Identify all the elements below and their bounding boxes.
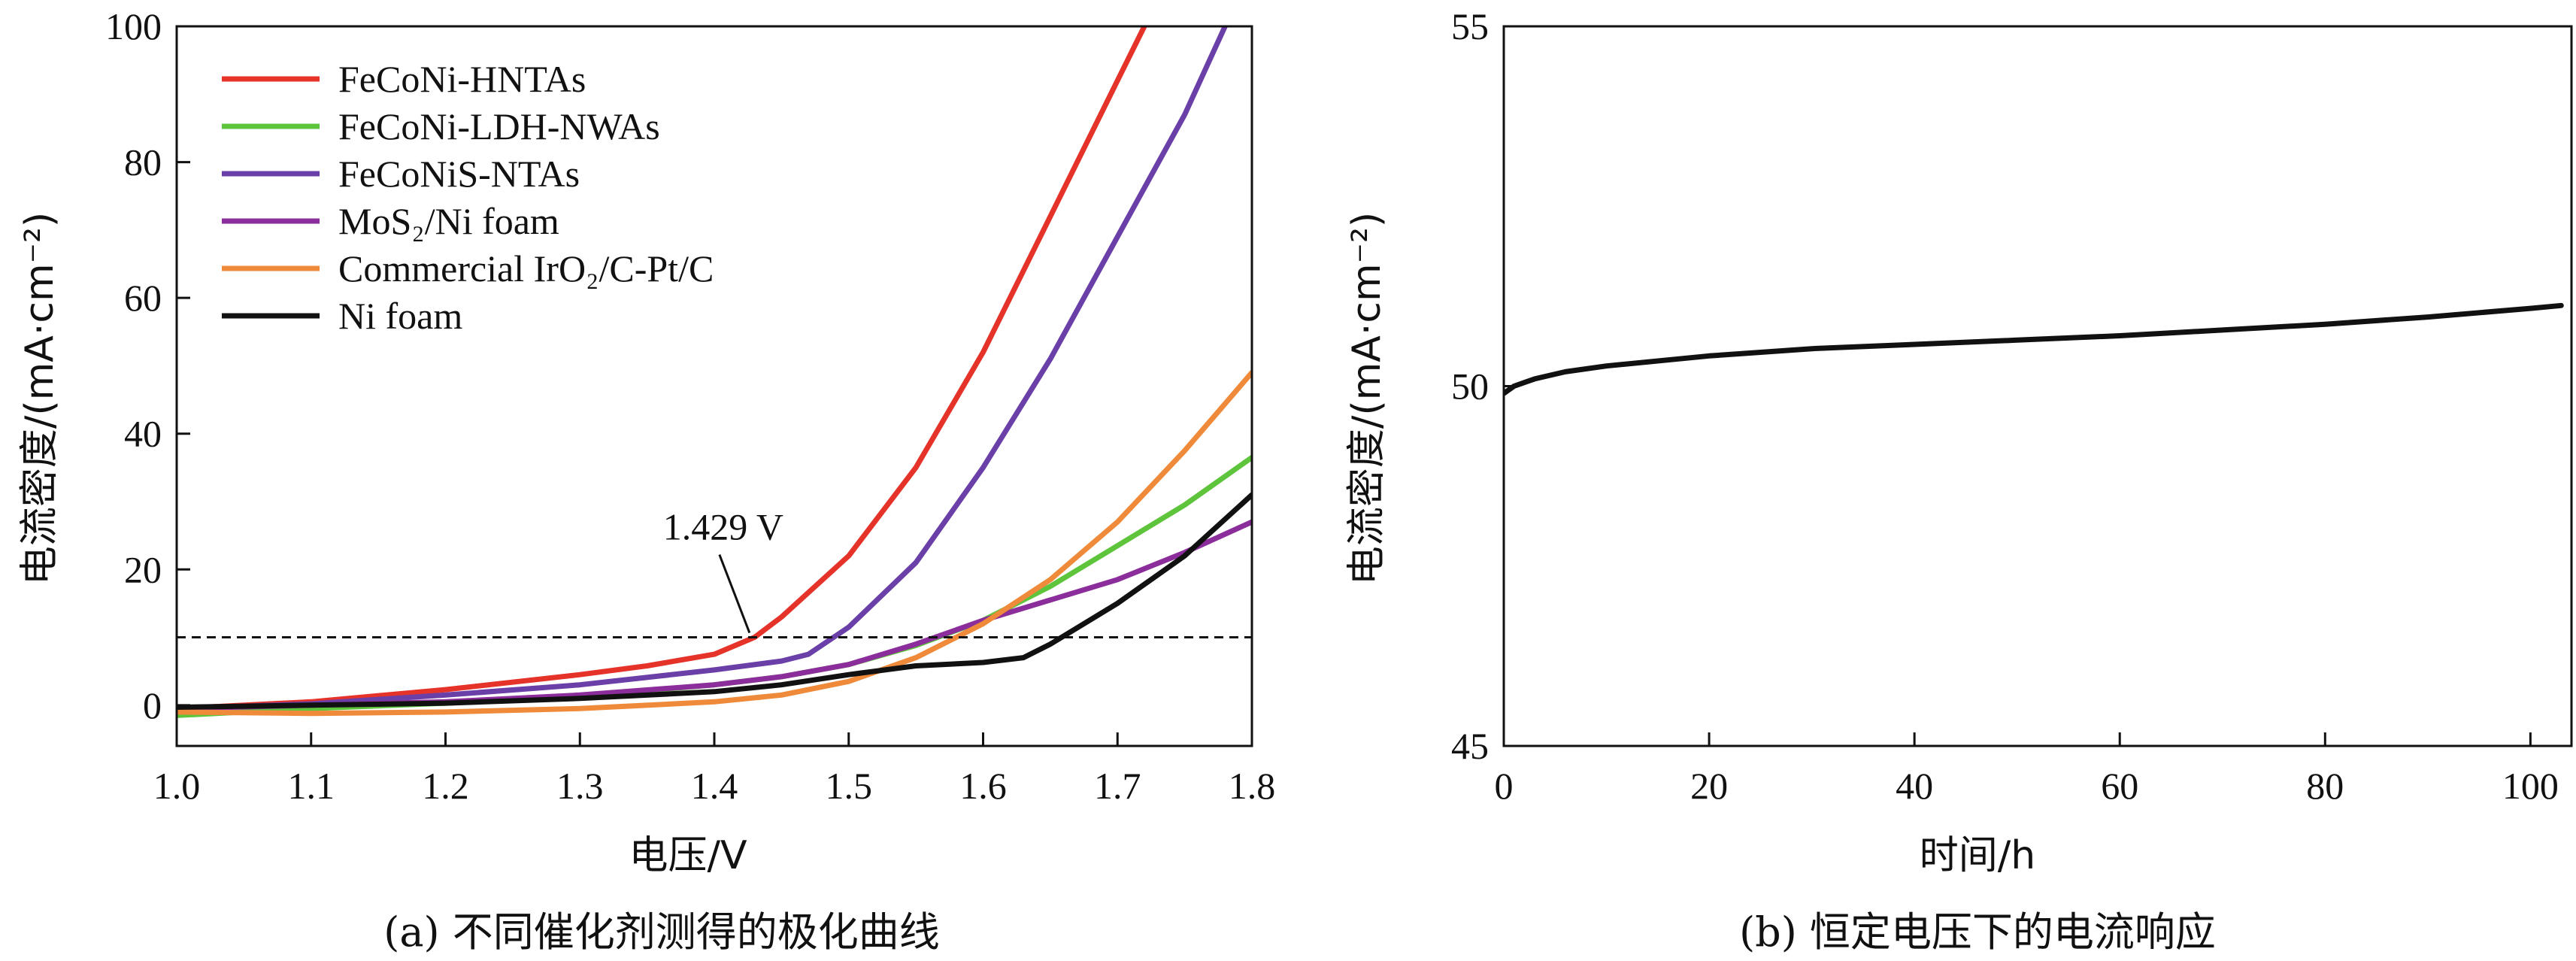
legend-label: Commercial IrO₂/C-Pt/C [338, 247, 714, 290]
panel-b-caption: (b) 恒定电压下的电流响应 [1739, 908, 2216, 956]
panel-b-plot-frame [1502, 25, 2573, 747]
x-tick-label: 100 [2502, 765, 2559, 807]
series-line-4 [177, 369, 1252, 717]
y-tick-label: 55 [1451, 5, 1489, 47]
legend-label: MoS₂/Ni foam [338, 200, 559, 242]
legend-label: Ni foam [338, 295, 462, 337]
x-tick-label: 20 [1690, 765, 1728, 807]
x-tick-label: 1.4 [691, 765, 738, 807]
panel-a-series-group [177, 26, 1252, 718]
x-tick-label: 1.0 [153, 765, 201, 807]
y-tick-label: 100 [105, 5, 162, 47]
x-tick-label: 1.8 [1229, 765, 1276, 807]
y-tick-label: 60 [124, 277, 162, 319]
legend-label: FeCoNiS-NTAs [338, 153, 580, 195]
panel-b-y-axis-label: 电流密度/(mA·cm⁻²) [1344, 212, 1390, 585]
panel-a-x-axis: 1.0 1.1 1.2 1.3 1.4 1.5 1.6 1.7 1.8 [153, 732, 1276, 807]
panel-b-x-axis: 0 20 40 60 80 100 [1495, 732, 2559, 807]
series-line-2 [177, 26, 1228, 711]
x-tick-label: 80 [2306, 765, 2344, 807]
series-line-0 [1504, 302, 2564, 396]
panel-a-y-axis-label: 电流密度/(mA·cm⁻²) [17, 212, 62, 585]
series-line-0 [177, 26, 1147, 711]
annotation-label: 1.429 V [663, 506, 783, 548]
series-line-3 [177, 519, 1252, 711]
x-tick-label: 1.7 [1094, 765, 1141, 807]
x-tick-label: 1.6 [959, 765, 1007, 807]
x-tick-label: 40 [1896, 765, 1933, 807]
legend-label: FeCoNi-HNTAs [338, 58, 586, 100]
y-tick-label: 50 [1451, 365, 1489, 408]
x-tick-label: 0 [1495, 765, 1514, 807]
y-tick-label: 45 [1451, 725, 1489, 767]
panel-b-y-axis: 45 50 55 [1451, 5, 1517, 767]
x-tick-label: 1.1 [288, 765, 335, 807]
annotation-pointer [718, 554, 751, 634]
y-tick-label: 40 [124, 413, 162, 455]
x-tick-label: 60 [2101, 765, 2138, 807]
panel-a-x-axis-label: 电压/V [629, 833, 747, 878]
series-line-5 [177, 492, 1252, 710]
x-tick-label: 1.2 [422, 765, 469, 807]
panel-b-series-group [1504, 302, 2564, 396]
y-tick-label: 0 [143, 684, 162, 726]
panel-a-caption: (a) 不同催化剂测得的极化曲线 [383, 908, 940, 956]
y-tick-label: 20 [124, 548, 162, 590]
legend-label: FeCoNi-LDH-NWAs [338, 105, 660, 147]
x-tick-label: 1.3 [556, 765, 604, 807]
panel-b-x-axis-label: 时间/h [1920, 833, 2035, 878]
x-tick-label: 1.5 [826, 765, 873, 807]
panel-a-y-axis: 0 20 40 60 80 100 [105, 5, 190, 726]
panel-a: 1.429 V 1.0 1.1 1.2 1.3 1.4 1.5 1.6 1.7 1.8 0 20 4… [17, 5, 1275, 956]
panel-a-legend: FeCoNi-HNTAs FeCoNi-LDH-NWAs FeCoNiS-NTAs M… [222, 58, 714, 337]
y-tick-label: 80 [124, 141, 162, 183]
